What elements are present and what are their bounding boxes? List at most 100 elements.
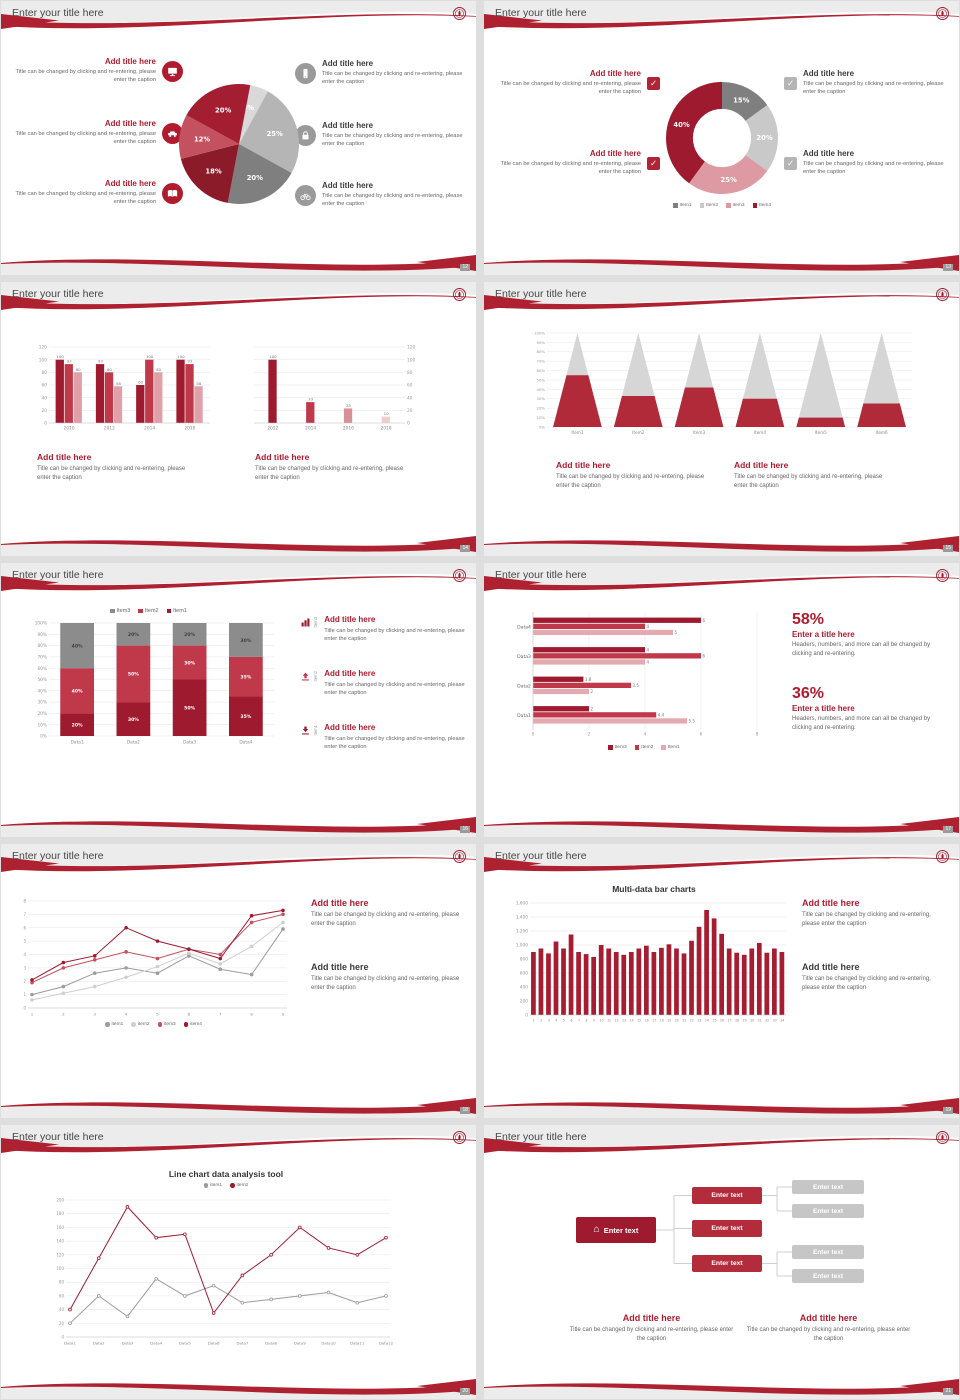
legend-item: item2 [131, 1022, 150, 1027]
callout-title: Add title here [322, 121, 374, 130]
svg-text:93: 93 [67, 359, 72, 364]
svg-text:3: 3 [548, 1019, 550, 1023]
svg-text:400: 400 [520, 985, 528, 991]
slide-title: Enter your title here [495, 288, 587, 300]
footer-swoosh [484, 530, 959, 556]
checkbox-icon: ✓ [647, 76, 660, 90]
horizontal-bar-chart: 0 2 4 6 8 Data4 6 4 5 Data3 4 6 4 Data2 1.8 3.5 2 Data1 2 4… [512, 609, 767, 741]
callout-title: Add title here [589, 69, 641, 78]
legend-item: Item1 [661, 745, 680, 750]
svg-text:15%: 15% [733, 96, 749, 104]
diagram-node: Enter text [792, 1269, 864, 1283]
block-caption: Title can be changed by clicking and re-… [802, 911, 931, 927]
bar-chart-icon: Item3 [299, 615, 318, 629]
stat-caption: Headers, numbers, and more can all be ch… [792, 641, 931, 657]
svg-text:50%: 50% [537, 377, 546, 382]
page-number: 15 [943, 545, 953, 552]
svg-text:Data6: Data6 [208, 1341, 220, 1346]
block-caption: Title can be changed by clicking and re-… [37, 465, 186, 481]
svg-text:Item6: Item6 [875, 430, 888, 435]
slide-19[interactable]: Enter your title here Multi-data bar cha… [484, 844, 959, 1118]
add-title-block: Add title here Title can be changed by c… [311, 898, 463, 929]
svg-text:0: 0 [61, 1335, 64, 1340]
svg-text:6: 6 [188, 1012, 191, 1017]
block-caption: Title can be changed by clicking and re-… [746, 1326, 911, 1342]
svg-text:40: 40 [59, 1307, 65, 1312]
svg-text:1: 1 [533, 1019, 535, 1023]
svg-text:60: 60 [59, 1293, 65, 1298]
slide-15[interactable]: Enter your title here 0% 10% 20% 30% 40% 50% 6… [484, 282, 959, 556]
svg-text:12: 12 [615, 1019, 619, 1023]
callout-caption: Title can be changed by clicking and re-… [500, 160, 641, 176]
svg-text:100%: 100% [534, 330, 545, 335]
page-number: 17 [943, 826, 953, 833]
block-title: Add title here [311, 898, 369, 908]
svg-text:23: 23 [346, 403, 351, 408]
svg-text:1: 1 [23, 992, 26, 997]
footer-swoosh [1, 1373, 476, 1399]
svg-text:30%: 30% [37, 700, 47, 706]
slide-20[interactable]: Enter your title here Line chart data an… [1, 1125, 476, 1399]
emblem-logo-icon [452, 568, 467, 583]
svg-text:2016: 2016 [343, 426, 354, 432]
svg-text:80%: 80% [537, 349, 546, 354]
svg-text:40%: 40% [673, 121, 689, 129]
callout-title: Add title here [322, 181, 374, 190]
block-title: Add title here [802, 962, 860, 972]
emblem-logo-icon [452, 849, 467, 864]
svg-text:2014: 2014 [144, 426, 155, 432]
slide-13[interactable]: Enter your title here Add title here Tit… [484, 1, 959, 275]
block-title: Add title here [799, 1313, 858, 1323]
checkbox-icon: ✓ [784, 76, 797, 90]
svg-text:11: 11 [607, 1019, 611, 1023]
callout-title: Add title here [104, 179, 156, 188]
svg-text:20%: 20% [756, 134, 772, 142]
svg-text:80: 80 [59, 1280, 65, 1285]
donut-callout: ✓ Add title here Title can be changed by… [784, 69, 950, 97]
slide-title: Enter your title here [12, 569, 104, 581]
slide-14[interactable]: Enter your title here 0 20 40 60 80 100 120 201… [1, 282, 476, 556]
block-caption: Title can be changed by clicking and re-… [569, 1326, 734, 1342]
add-title-block: Add title here Title can be changed by c… [734, 460, 904, 491]
svg-text:Data4: Data4 [517, 624, 531, 630]
slide-17[interactable]: Enter your title here 0 2 4 6 8 Data4 6 4 5 Data3… [484, 563, 959, 837]
svg-text:0%: 0% [40, 734, 47, 740]
legend-item: Item2 [138, 608, 159, 614]
svg-text:80: 80 [107, 367, 112, 372]
svg-text:100: 100 [39, 357, 47, 363]
svg-text:8: 8 [250, 1012, 253, 1017]
legend-item: Item4 [752, 203, 771, 208]
slide-title: Enter your title here [12, 288, 104, 300]
bar-chart: 0 20 40 60 80 100 120 2012 100 2014 33 2016 23 2018 10 [251, 340, 421, 432]
legend-item: item4 [183, 1022, 202, 1027]
svg-text:Data8: Data8 [265, 1341, 277, 1346]
phone-icon [295, 62, 316, 84]
svg-text:5: 5 [23, 939, 26, 944]
svg-text:Data10: Data10 [321, 1341, 336, 1346]
diagram-node: Enter text [792, 1180, 864, 1194]
svg-text:100: 100 [177, 354, 185, 359]
callout-title: Add title here [104, 57, 156, 66]
svg-text:2: 2 [62, 1012, 65, 1017]
svg-text:Data2: Data2 [517, 683, 531, 689]
svg-text:Data2: Data2 [127, 740, 140, 746]
legend-item: item1 [203, 1183, 222, 1188]
block-title: Add title here [255, 452, 310, 462]
svg-text:Data9: Data9 [294, 1341, 306, 1346]
pie-chart: 8% 25% 20% 18% 12% 20% [178, 83, 300, 205]
upload-icon: Item2 [299, 669, 318, 683]
slide-12[interactable]: Enter your title here Add title here Tit… [1, 1, 476, 275]
svg-text:100: 100 [146, 354, 154, 359]
svg-text:8: 8 [23, 899, 26, 904]
stacked-bar-chart: 0% 10% 20% 30% 40% 50% 60% 70% 80% 90% 100% Data1 20… [31, 620, 276, 746]
add-title-block: Add title here Title can be changed by c… [802, 962, 948, 993]
slide-16[interactable]: Enter your title here Item3 Item2 Item1 … [1, 563, 476, 837]
svg-text:20%: 20% [128, 632, 139, 638]
legend-item: Item2 [634, 745, 653, 750]
svg-text:Data1: Data1 [71, 740, 84, 746]
slide-21[interactable]: Enter your title here ⌂ Enter text Enter… [484, 1125, 959, 1399]
svg-text:7: 7 [23, 912, 26, 917]
